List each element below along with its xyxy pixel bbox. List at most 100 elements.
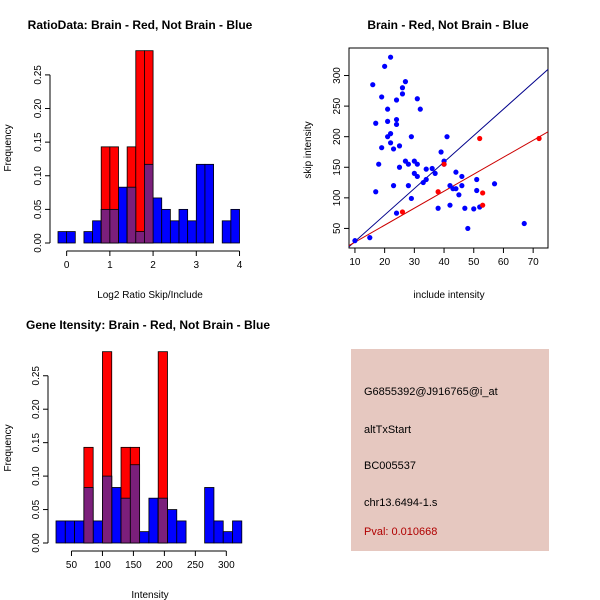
intensity-scatter-red-fit-line [348,131,549,246]
intensity-scatter-blue-fit-line [348,69,549,248]
gene-hist-bar-not-brain [92,520,103,544]
ratio-hist-bar-not-brain [204,163,214,244]
intensity-scatter-point-not-brain [417,106,423,112]
intensity-scatter-point-not-brain [376,161,382,167]
gene-hist-bar-not-brain [148,497,159,544]
intensity-scatter-point-not-brain [352,238,358,244]
ratio-hist-title: RatioData: Brain - Red, Not Brain - Blue [28,18,253,32]
intensity-scatter-frame [348,47,549,249]
intensity-scatter-point-brain [441,161,447,167]
gene-hist-y-tick-label: 0.05 [31,499,42,519]
ratio-hist-bar-brain [135,50,145,244]
gene-hist-y-tick-label: 0.10 [31,466,42,486]
intensity-scatter-point-not-brain [414,161,420,167]
intensity-scatter-x-tick-label: 60 [498,257,510,268]
ratio-hist-ylabel: Frequency [3,124,14,171]
gene-hist-y-tick-label: 0.15 [31,432,42,452]
ratio-hist-bar-not-brain [118,186,128,244]
intensity-scatter-x-tick-label: 10 [349,257,361,268]
gene-hist-bar-not-brain [232,520,243,544]
gene-hist-bar-overlap [83,487,94,544]
intensity-scatter-point-brain [480,202,486,208]
intensity-scatter-point-brain [399,209,406,215]
intensity-scatter-point-not-brain [414,173,420,180]
ratio-hist-y-tick-label: 0.10 [33,166,44,186]
intensity-scatter-point-not-brain [429,165,435,172]
gene-hist-x-tick-label: 150 [125,560,142,571]
intensity-scatter-point-not-brain [393,97,400,103]
gene-hist-bar-overlap [157,497,168,544]
gene-hist-bar-not-brain [64,520,75,544]
intensity-scatter-x-tick-label: 70 [528,257,540,268]
intensity-scatter-point-not-brain [379,94,385,100]
intensity-scatter-point-not-brain [444,134,450,140]
gene-hist-bar-not-brain [167,509,178,544]
ratio-hist-bar-not-brain [230,208,240,244]
intensity-scatter-point-not-brain [390,146,397,152]
gene-hist-bar-overlap [129,464,141,544]
ratio-hist-x-tick-label: 2 [150,260,156,271]
ratio-hist-x-tick-label: 4 [237,260,243,271]
intensity-scatter-point-not-brain [474,176,480,183]
accession-id: BC005537 [364,460,416,472]
gene-hist-bar-not-brain [55,520,66,544]
gene-hist-bar-not-brain [213,520,224,544]
intensity-scatter-x-tick-label: 40 [438,257,450,268]
p-value: Pval: 0.010668 [364,526,438,538]
intensity-scatter-point-not-brain [385,106,391,112]
gene-hist-x-tick-label: 300 [218,560,235,571]
intensity-scatter-point-not-brain [462,205,468,211]
scatter-xlabel: include intensity [413,290,484,301]
ratio-hist-bar-not-brain [66,231,76,244]
intensity-scatter-point-not-brain [447,202,453,208]
ratio-hist-bar-not-brain [92,220,102,244]
intensity-scatter-x-tick-label: 30 [409,257,421,268]
gene-hist-x-tick-label: 250 [187,560,204,571]
ratio-hist-y-tick-label: 0.25 [33,65,44,85]
ratio-hist-x-tick-label: 1 [107,260,113,271]
probe-id: G6855392@J916765@i_at [364,386,498,398]
intensity-scatter-point-not-brain [491,181,498,187]
intensity-scatter-point-not-brain [382,63,388,69]
intensity-scatter-point-not-brain [387,131,394,137]
intensity-scatter-point-not-brain [459,173,465,180]
intensity-scatter-point-not-brain [408,195,414,202]
gene-hist-ylabel: Frequency [3,424,14,471]
intensity-scatter-point-not-brain [438,149,444,155]
gene-hist-bar-not-brain [74,520,85,544]
ratio-hist-y-tick-label: 0.20 [33,98,44,118]
ratio-hist-x-tick-label: 3 [194,260,200,271]
intensity-scatter-point-not-brain [423,176,429,183]
intensity-scatter-point-not-brain [379,145,385,151]
gene-hist-y-tick-label: 0.00 [31,533,42,553]
intensity-scatter-point-not-brain [453,169,459,175]
event-type: altTxStart [364,424,412,436]
intensity-scatter-plot: 10 20 30 40 50 60 70 50 100 150 200 250 300 [332,47,549,268]
ratio-hist-bar-not-brain [83,231,93,244]
intensity-scatter-y-tick-label: 300 [332,67,343,84]
intensity-scatter-point-not-brain [396,143,403,149]
intensity-scatter-point-brain [480,190,486,196]
ratio-hist-bar-overlap [144,163,154,244]
ratio-hist-y-tick-label: 0.15 [33,132,44,152]
intensity-scatter-point-not-brain [456,192,462,198]
intensity-scatter-point-not-brain [414,96,420,102]
ratio-hist-bar-not-brain [221,220,232,244]
intensity-scatter-point-not-brain [367,235,373,241]
intensity-scatter-point-not-brain [474,187,480,194]
gene-hist-xlabel: Intensity [131,590,168,600]
intensity-scatter-point-not-brain [405,161,412,167]
ratio-hist-bar-not-brain [187,220,197,244]
intensity-scatter-point-not-brain [432,170,438,176]
gene-hist-bar-not-brain [204,487,215,544]
intensity-scatter-point-brain [536,135,542,142]
intensity-scatter-point-not-brain [471,206,477,212]
intensity-scatter-y-tick-label: 150 [332,158,343,175]
ratio-hist-bar-not-brain [169,220,180,244]
ratio-hist-bar-overlap [126,186,137,244]
intensity-scatter-point-not-brain [408,134,414,140]
intensity-scatter-y-tick-label: 50 [332,222,343,234]
gene-hist-y-tick-label: 0.25 [31,366,42,386]
gene-hist-x-tick-label: 100 [94,560,111,571]
